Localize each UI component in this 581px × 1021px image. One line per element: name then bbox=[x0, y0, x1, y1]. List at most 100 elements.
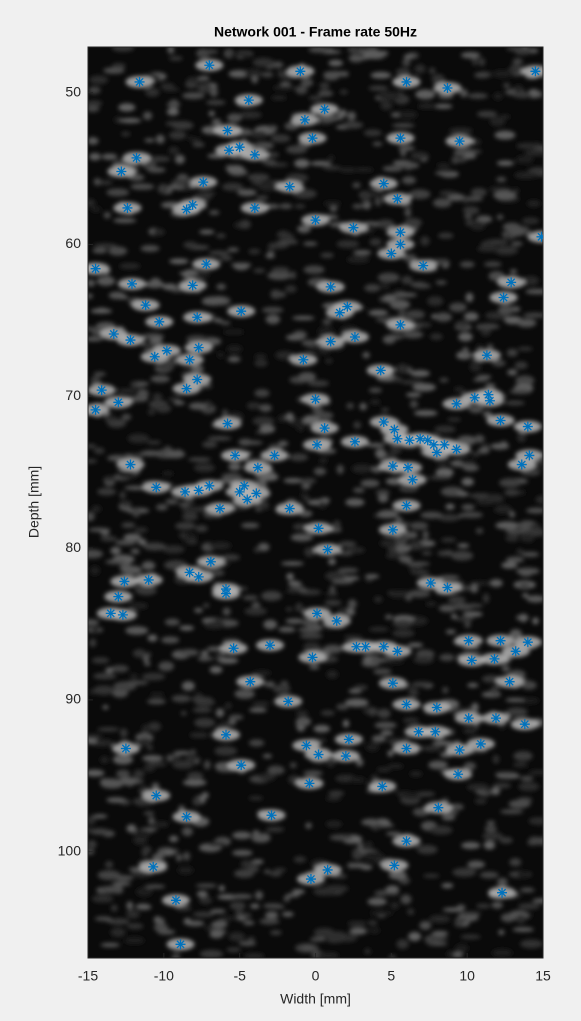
speckle-blob bbox=[141, 561, 156, 571]
speckle-blob bbox=[143, 542, 167, 551]
y-tick-label: 50 bbox=[65, 83, 81, 99]
speckle-blob bbox=[152, 853, 164, 861]
plot-area bbox=[90, 60, 543, 950]
asterisk-marker bbox=[422, 435, 433, 446]
speckle-blob bbox=[91, 894, 114, 903]
speckle-blob bbox=[263, 619, 278, 630]
speckle-blob bbox=[516, 318, 537, 328]
speckle-blob bbox=[100, 756, 109, 764]
asterisk-marker bbox=[298, 354, 309, 365]
speckle-blob bbox=[368, 85, 389, 91]
speckle-blob bbox=[414, 64, 426, 74]
asterisk-marker bbox=[161, 345, 172, 356]
speckle-blob bbox=[389, 901, 400, 910]
asterisk-marker bbox=[193, 571, 204, 582]
speckle-blob bbox=[181, 505, 200, 514]
speckle-blob bbox=[147, 634, 158, 642]
asterisk-marker bbox=[378, 178, 389, 189]
speckle-blob bbox=[499, 478, 522, 488]
speckle-blob bbox=[326, 670, 339, 679]
speckle-blob bbox=[379, 539, 397, 548]
speckle-blob bbox=[216, 233, 226, 239]
speckle-blob bbox=[92, 814, 108, 819]
speckle-blob bbox=[130, 183, 155, 190]
asterisk-marker bbox=[377, 781, 388, 792]
speckle-blob bbox=[498, 304, 515, 315]
speckle-blob bbox=[289, 762, 297, 769]
speckle-blob bbox=[243, 920, 255, 926]
speckle-blob bbox=[120, 131, 131, 137]
asterisk-marker bbox=[536, 231, 543, 242]
speckle-blob bbox=[464, 195, 484, 202]
asterisk-marker bbox=[222, 125, 233, 136]
speckle-blob bbox=[148, 816, 155, 826]
speckle-blob bbox=[244, 607, 268, 616]
speckle-blob bbox=[428, 760, 448, 770]
speckle-blob bbox=[285, 145, 307, 154]
speckle-blob bbox=[207, 436, 232, 441]
asterisk-marker bbox=[284, 181, 295, 192]
speckle-blob bbox=[394, 292, 418, 298]
asterisk-marker bbox=[90, 404, 101, 415]
speckle-blob bbox=[93, 177, 101, 186]
speckle-blob bbox=[202, 441, 218, 448]
speckle-blob bbox=[149, 692, 165, 697]
speckle-blob bbox=[124, 485, 147, 491]
speckle-blob bbox=[301, 481, 311, 490]
speckle-blob bbox=[346, 256, 370, 263]
speckle-blob bbox=[469, 220, 486, 231]
speckle-blob bbox=[110, 546, 122, 555]
speckle-blob bbox=[517, 346, 533, 351]
speckle-blob bbox=[395, 544, 411, 554]
speckle-blob bbox=[303, 265, 325, 275]
speckle-blob bbox=[112, 885, 124, 894]
speckle-blob bbox=[179, 625, 195, 631]
speckle-blob bbox=[520, 775, 534, 781]
speckle-blob bbox=[408, 688, 419, 698]
speckle-blob bbox=[108, 414, 116, 421]
speckle-blob bbox=[133, 835, 148, 845]
asterisk-marker bbox=[451, 444, 462, 455]
speckle-blob bbox=[254, 359, 268, 367]
speckle-blob bbox=[377, 91, 401, 101]
speckle-blob bbox=[458, 911, 482, 916]
speckle-blob bbox=[439, 190, 457, 196]
speckle-blob bbox=[196, 890, 208, 898]
speckle-blob bbox=[461, 477, 474, 487]
asterisk-marker bbox=[184, 567, 195, 578]
speckle-blob bbox=[479, 871, 499, 879]
speckle-blob bbox=[126, 824, 137, 833]
speckle-blob bbox=[451, 613, 458, 620]
speckle-blob bbox=[518, 583, 530, 588]
speckle-blob bbox=[388, 590, 409, 598]
asterisk-marker bbox=[310, 394, 321, 405]
speckle-blob bbox=[275, 350, 295, 360]
speckle-blob bbox=[362, 49, 384, 60]
speckle-blob bbox=[320, 710, 335, 716]
speckle-blob bbox=[88, 619, 100, 626]
speckle-blob bbox=[454, 943, 469, 953]
speckle-blob bbox=[456, 435, 477, 446]
speckle-blob bbox=[504, 400, 525, 406]
speckle-blob bbox=[385, 885, 400, 894]
asterisk-marker bbox=[428, 439, 439, 450]
speckle-blob bbox=[145, 280, 165, 289]
asterisk-marker bbox=[204, 480, 215, 491]
speckle-blob bbox=[497, 877, 508, 887]
speckle-blob bbox=[318, 345, 331, 355]
speckle-blob bbox=[185, 755, 200, 762]
speckle-blob bbox=[309, 937, 327, 942]
asterisk-marker bbox=[284, 503, 295, 514]
speckle-blob bbox=[124, 680, 149, 685]
speckle-blob bbox=[328, 59, 344, 67]
speckle-blob bbox=[325, 820, 343, 828]
asterisk-marker bbox=[313, 523, 324, 534]
speckle-blob bbox=[494, 504, 512, 514]
speckle-blob bbox=[376, 767, 391, 773]
asterisk-marker bbox=[312, 439, 323, 450]
asterisk-marker bbox=[404, 435, 415, 446]
asterisk-marker bbox=[325, 336, 336, 347]
speckle-blob bbox=[211, 920, 228, 928]
speckle-blob bbox=[369, 910, 394, 916]
speckle-blob bbox=[106, 797, 126, 803]
